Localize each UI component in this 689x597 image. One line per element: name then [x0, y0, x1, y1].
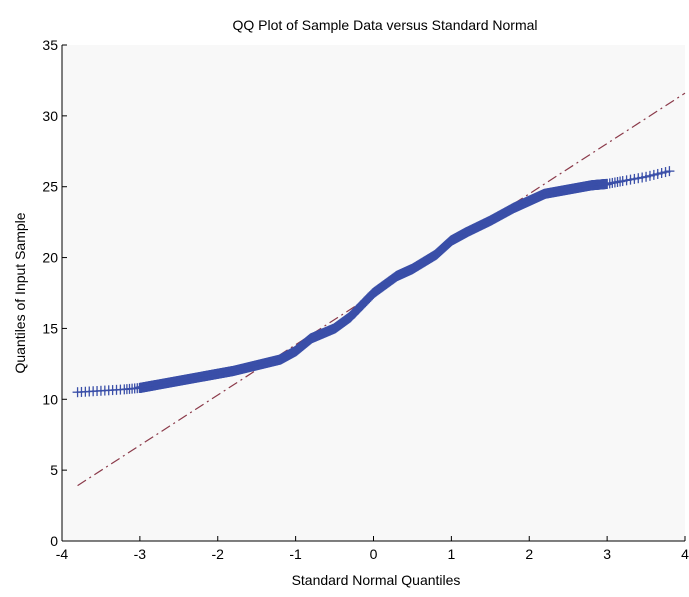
y-tick-label: 5: [50, 462, 58, 478]
y-axis-label: Quantiles of Input Sample: [12, 212, 28, 373]
x-tick-label: 3: [603, 546, 611, 562]
x-tick-label: 0: [370, 546, 378, 562]
x-tick-label: 1: [447, 546, 455, 562]
sample-point: [664, 166, 675, 177]
y-tick-label: 25: [42, 179, 58, 195]
axes-layer: -4 -3 -2 -1 0 1 2 3 4 0 5 10 15 20 25 30 35: [42, 37, 689, 562]
y-tick-label: 10: [42, 391, 58, 407]
sample-points-layer: [72, 166, 675, 398]
x-tick-label: -2: [212, 546, 225, 562]
x-tick-label: -4: [56, 546, 69, 562]
y-tick-label: 20: [42, 250, 58, 266]
x-axis-label: Standard Normal Quantiles: [292, 572, 461, 588]
y-tick-label: 0: [50, 533, 58, 549]
y-tick-label: 35: [42, 37, 58, 53]
x-tick-label: -1: [289, 546, 302, 562]
x-tick-label: -3: [134, 546, 147, 562]
x-tick-label: 2: [525, 546, 533, 562]
x-tick-label: 4: [681, 546, 689, 562]
y-tick-label: 30: [42, 108, 58, 124]
chart-title: QQ Plot of Sample Data versus Standard N…: [232, 17, 537, 33]
y-tick-label: 15: [42, 320, 58, 336]
